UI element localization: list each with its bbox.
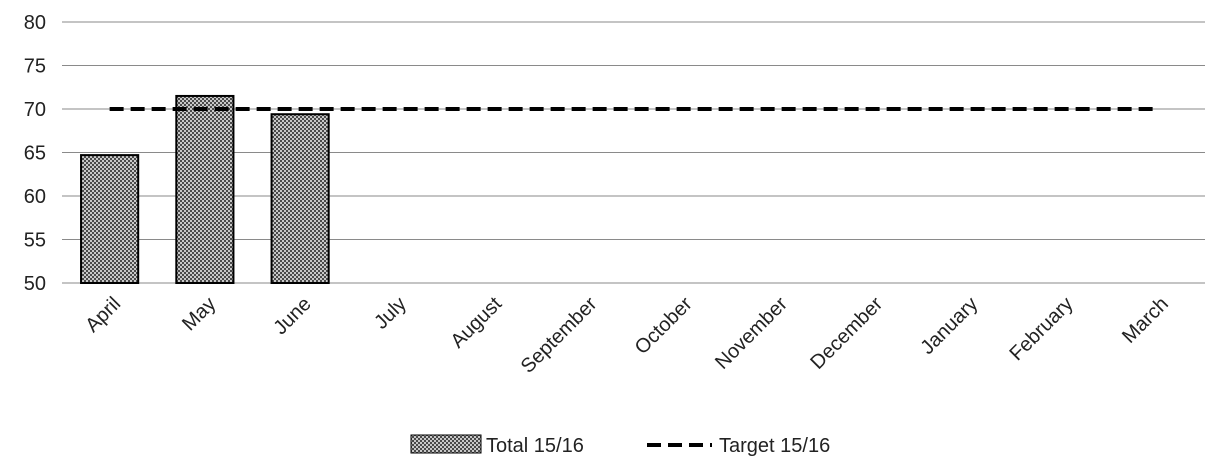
legend-label-total: Total 15/16: [486, 435, 584, 457]
x-tick-label: March: [1118, 293, 1173, 348]
x-tick-label: August: [447, 293, 507, 353]
y-axis: 50 55 60 65 70 75 80: [24, 12, 46, 295]
bar-june: [270, 113, 330, 284]
y-tick-label: 70: [24, 99, 46, 121]
bar-april: [80, 154, 140, 284]
y-tick-label: 50: [24, 273, 46, 295]
legend: Total 15/16 Target 15/16: [410, 434, 830, 457]
y-tick-label: 80: [24, 12, 46, 34]
x-tick-label: October: [631, 293, 697, 359]
x-tick-label: November: [711, 293, 792, 374]
x-tick-label: April: [81, 293, 125, 337]
x-tick-label: May: [178, 293, 220, 335]
y-tick-label: 60: [24, 186, 46, 208]
y-tick-label: 65: [24, 143, 46, 165]
bars: [80, 94, 330, 284]
x-axis: April May June July August September October No…: [81, 293, 1173, 378]
x-tick-label: July: [370, 293, 411, 334]
x-tick-label: December: [806, 293, 887, 374]
legend-label-target: Target 15/16: [719, 435, 830, 457]
x-tick-label: September: [517, 293, 602, 378]
y-tick-label: 75: [24, 56, 46, 78]
grid: [62, 21, 1205, 284]
legend-swatch-total: [410, 434, 482, 454]
y-tick-label: 55: [24, 230, 46, 252]
x-tick-label: January: [917, 293, 983, 359]
bar-may: [175, 94, 235, 284]
x-tick-label: June: [269, 293, 315, 339]
x-tick-label: February: [1006, 293, 1078, 365]
